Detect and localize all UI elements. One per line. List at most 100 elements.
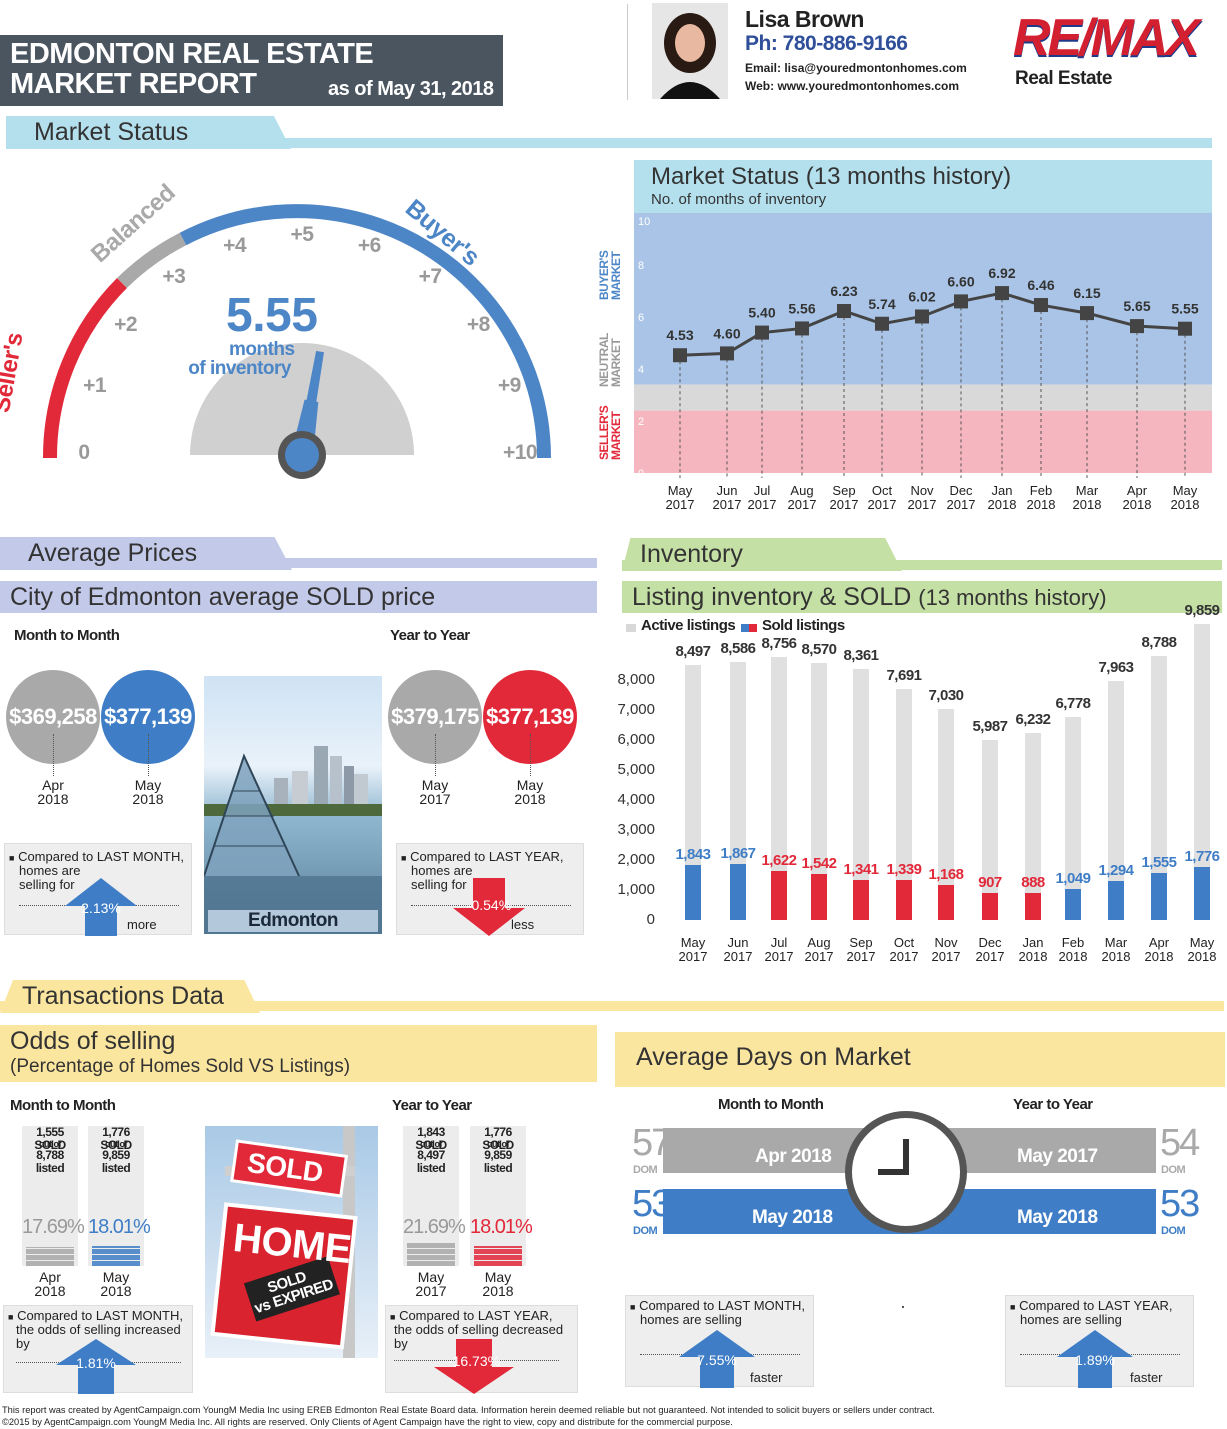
data-label: 5.40 [748, 305, 775, 321]
data-label: 4.60 [713, 325, 740, 341]
x-tick-label-month: Sep [849, 935, 873, 950]
arrow-up-icon [679, 1330, 755, 1388]
dom-period-may-2018: May 2018 [752, 1207, 833, 1228]
dom-period-may-2017: May 2017 [1017, 1146, 1098, 1167]
x-tick-label-month: May [680, 935, 706, 950]
odds-column: 1,776 SOLD out of 9,859 listed 18.01% [470, 1125, 533, 1266]
bar-active-listings [811, 662, 827, 920]
bar-active-listings [938, 709, 954, 920]
x-tick-label-month: Oct [871, 483, 893, 498]
dom-unit: DOM [1161, 1164, 1186, 1176]
bar-sold-listings [811, 873, 827, 920]
avg-prices-yty-label: Year to Year [390, 627, 470, 644]
x-tick-label-year: 2017 [889, 949, 919, 964]
odds-compare-year: ■ Compared to LAST YEAR, the odds of sel… [385, 1305, 578, 1394]
x-tick-label-month: May [1189, 935, 1215, 950]
x-tick-label-year: 2018 [1187, 949, 1217, 964]
cmp-line: Compared to LAST YEAR, [399, 1308, 553, 1323]
active-value-label: 8,788 [1141, 634, 1177, 652]
data-label: 5.55 [1171, 301, 1198, 317]
odds-compare-month: ■ Compared to LAST MONTH, the odds of se… [3, 1305, 193, 1394]
x-tick-label-month: Aug [790, 483, 814, 498]
bar-active-listings [771, 657, 787, 920]
x-tick-label-year: 2017 [846, 949, 876, 964]
agent-email[interactable]: Email: lisa@youredmontonhomes.com [745, 61, 967, 75]
sold-value-label: 1,867 [720, 844, 756, 862]
bar-sold-listings [685, 864, 701, 920]
edmonton-photo-caption: Edmonton [208, 910, 378, 932]
agent-web[interactable]: Web: www.youredmontonhomes.com [745, 79, 960, 93]
odds-sold-count: 1,776 SOLD [482, 1125, 514, 1152]
data-point [1130, 319, 1144, 334]
data-label: 5.56 [788, 300, 815, 316]
dom-num-may-2018-yty: 53 [1160, 1183, 1200, 1225]
dom-yty-label: Year to Year [1013, 1096, 1093, 1113]
arrow-up-icon [56, 1339, 136, 1394]
x-tick-label-year: 2017 [867, 497, 897, 512]
active-value-label: 8,361 [843, 647, 879, 665]
dom-compare-year: ■ Compared to LAST YEAR, homes are selli… [1005, 1295, 1194, 1388]
inventory-title: Inventory [622, 538, 902, 571]
odds-out-of: out of [39, 1139, 62, 1149]
agent-phone[interactable]: Ph: 780-886-9166 [745, 32, 908, 55]
odds-sold-count: 1,776 SOLD [100, 1125, 132, 1152]
active-value-label: 7,963 [1098, 659, 1134, 677]
odds-out-of: out of [105, 1139, 128, 1149]
y-tick-label: 10 [638, 216, 650, 228]
active-value-label: 8,756 [761, 635, 797, 653]
arrow-down-icon [453, 878, 525, 936]
x-tick-label-year: 2017 [975, 949, 1005, 964]
price-year: 2018 [132, 791, 164, 807]
cmp-line: selling for [411, 877, 467, 892]
bar-sold-listings [771, 871, 787, 920]
data-label: 6.15 [1073, 285, 1100, 301]
cmp-line: by [394, 1336, 408, 1351]
cmp-percent: 2.13% [81, 900, 121, 916]
data-label: 4.53 [666, 327, 693, 343]
odds-column: 1,776 SOLD out of 9,859 listed 18.01% [88, 1125, 151, 1266]
sold-value-label: 1,339 [886, 860, 922, 878]
report-title-banner [0, 35, 503, 106]
gauge-tick-label: +10 [502, 441, 538, 464]
cmp-line: homes are selling [640, 1312, 742, 1327]
odds-out-of: out of [420, 1139, 443, 1149]
cmp-line: selling for [19, 877, 75, 892]
cmp-line: Compared to LAST YEAR, [1019, 1298, 1173, 1313]
odds-listed-count: 8,497 listed [416, 1148, 446, 1175]
odds-year: 2018 [482, 1283, 514, 1299]
data-label: 6.46 [1027, 277, 1054, 293]
x-tick-label-year: 2017 [946, 497, 976, 512]
x-tick-label-month: Jul [770, 935, 788, 950]
bar-active-listings [1065, 716, 1081, 920]
x-tick-label-month: Dec [949, 483, 973, 498]
odds-percent: 17.69% [22, 1216, 85, 1238]
odds-sold-count: 1,555 SOLD [34, 1125, 66, 1152]
x-tick-label-year: 2017 [723, 949, 753, 964]
history-title: Market Status (13 months history) [651, 163, 1012, 190]
price-year: 2018 [514, 791, 546, 807]
bar-sold-listings [982, 892, 998, 920]
sold-value-label: 1,542 [801, 854, 837, 872]
arrow-up-icon [65, 878, 137, 936]
transactions-rule [0, 1001, 1224, 1011]
gauge-value: 5.55 [226, 289, 318, 342]
gauge-tick-label: +2 [114, 312, 138, 336]
price-compare-month-text: ■ Compared to LAST MONTH, [9, 849, 184, 864]
active-value-label: 7,030 [928, 687, 964, 705]
cmp-percent: -0.54% [466, 897, 512, 913]
price-compare-year: ■ Compared to LAST YEAR, homes are selli… [396, 843, 584, 936]
dom-compare-month: ■ Compared to LAST MONTH, homes are sell… [625, 1295, 814, 1388]
y-tick-label: 8,000 [617, 671, 655, 688]
avg-prices-subtitle: City of Edmonton average SOLD price [0, 581, 597, 613]
bar-sold-listings [896, 879, 912, 920]
x-tick-label-year: 2018 [1122, 497, 1152, 512]
y-tick-label: 0 [646, 911, 655, 928]
odds-percent: 21.69% [403, 1216, 466, 1238]
y-tick-label: 6 [638, 312, 644, 324]
y-tick-label: 7,000 [617, 701, 655, 718]
legend-sold-swatch [741, 624, 757, 632]
cmp-word: faster [750, 1370, 783, 1385]
dom-unit: DOM [1161, 1225, 1186, 1237]
cmp-line: Compared to LAST MONTH, [17, 1308, 183, 1323]
odds-subtitle: (Percentage of Homes Sold VS Listings) [10, 1056, 351, 1077]
